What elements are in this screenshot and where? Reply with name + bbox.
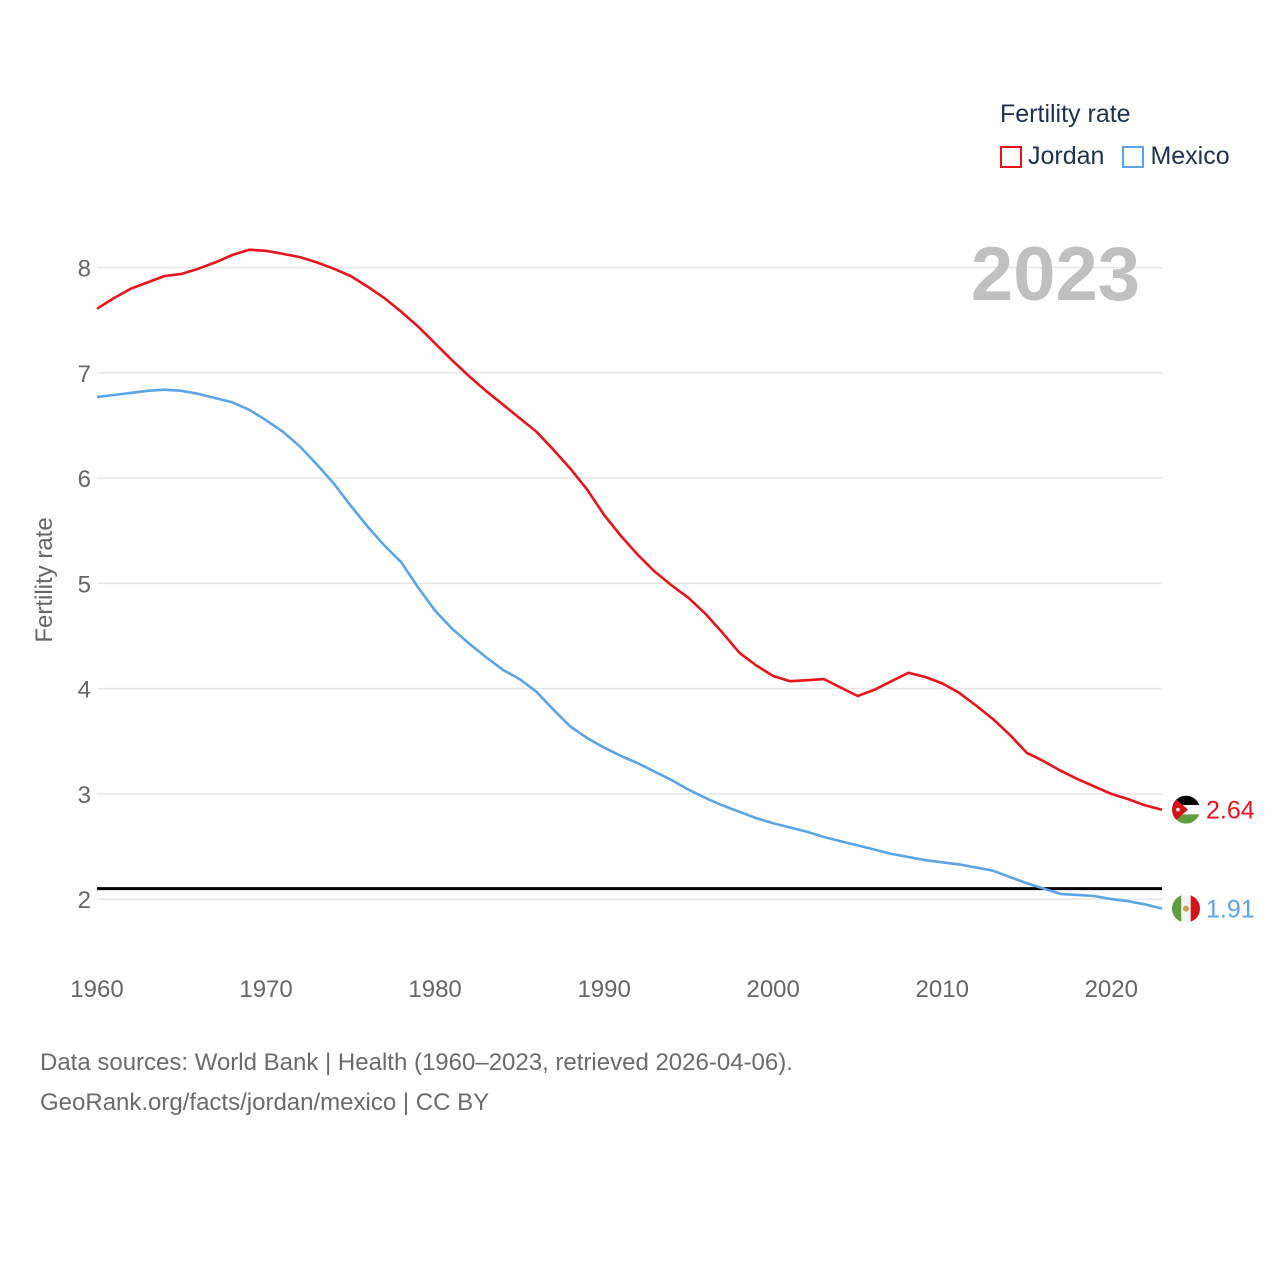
x-tick-label: 1960 [70,976,123,1003]
y-tick-label: 3 [78,782,91,809]
x-tick-label: 2020 [1085,976,1138,1003]
end-label-jordan: 2.64 [1206,797,1255,825]
legend: Jordan Mexico [1000,142,1248,171]
y-axis-label: Fertility rate [31,517,58,642]
y-tick-label: 6 [78,466,91,493]
y-tick-label: 5 [78,571,91,598]
series-line-mexico[interactable] [96,388,1163,910]
flag-mexico-icon [1172,894,1200,923]
year-watermark: 2023 [971,232,1140,317]
legend-swatch-jordan [1000,145,1022,168]
footer-sources: Data sources: World Bank | Health (1960–… [40,1049,793,1076]
x-tick-label: 2010 [916,976,969,1003]
y-tick-label: 8 [78,256,91,283]
flag-jordan-icon [1172,795,1200,824]
legend-title: Fertility rate [1000,100,1131,128]
y-tick-label: 7 [78,361,91,388]
y-tick-label: 2 [78,887,91,914]
x-tick-label: 1990 [577,976,630,1003]
footer: Data sources: World Bank | Health (1960–… [40,1043,793,1123]
gridlines [97,266,1162,900]
footer-attribution: GeoRank.org/facts/jordan/mexico | CC BY [40,1089,490,1116]
y-tick-label: 4 [78,677,91,704]
x-axis-ticks: 1960 1970 1980 1990 2000 2010 2020 [70,976,1138,1003]
series-end-markers: 2.64 1.91 [1172,795,1255,924]
legend-label-mexico: Mexico [1150,142,1230,170]
x-tick-label: 1980 [408,976,461,1003]
legend-label-jordan: Jordan [1028,142,1105,170]
end-label-mexico: 1.91 [1206,896,1255,924]
x-tick-label: 1970 [239,976,292,1003]
x-tick-label: 2000 [746,976,799,1003]
y-axis-ticks: 2 3 4 5 6 7 8 [78,256,91,914]
legend-item-jordan[interactable]: Jordan [1000,142,1104,171]
series-line-jordan[interactable] [96,248,1163,811]
series-lines [96,248,1163,910]
legend-swatch-mexico [1122,145,1145,168]
legend-item-mexico[interactable]: Mexico [1122,142,1230,171]
